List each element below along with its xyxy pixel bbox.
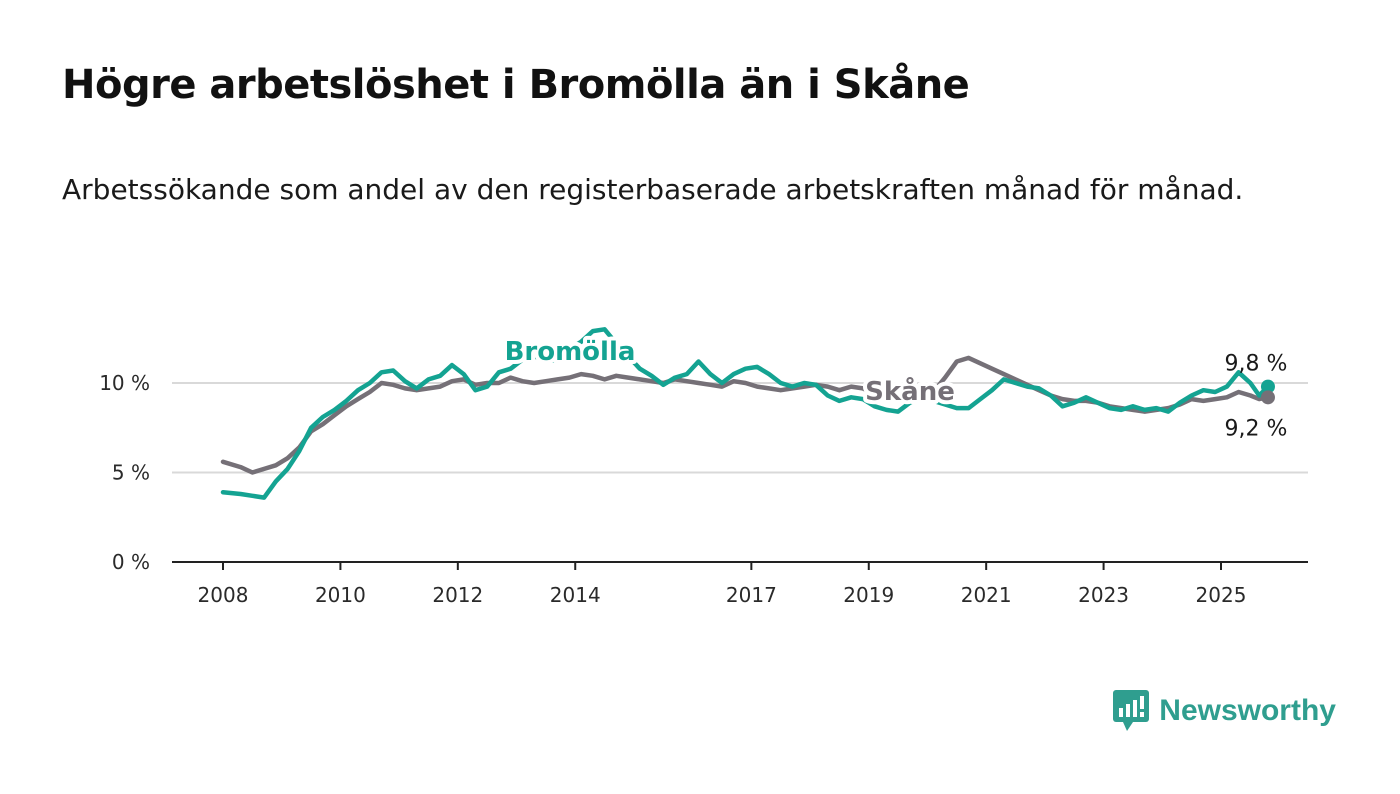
bar-chart-speech-icon: [1113, 690, 1150, 731]
y-tick-label: 5 %: [112, 461, 150, 485]
end-value-label: 9,2 %: [1225, 416, 1288, 441]
axes: 0 % 5 % 10 % 2008 2010 2012 2014 2017 2019 2021 20…: [99, 371, 1308, 607]
end-value-label: 9,8 %: [1225, 352, 1288, 377]
x-tick-label: 2023: [1078, 583, 1129, 607]
series-lines: [220, 327, 1275, 500]
x-tick-label: 2010: [315, 583, 366, 607]
series-name-bromolla: Bromölla: [505, 337, 636, 367]
gridlines: [172, 382, 1308, 474]
series-name-halo: Bromölla: [505, 337, 636, 367]
x-tick-label: 2012: [432, 583, 483, 607]
series-name-skane: Skåne: [865, 375, 955, 407]
x-tick-label: 2008: [198, 583, 249, 607]
y-tick-label: 10 %: [99, 371, 150, 395]
series-name-halo: Skåne: [865, 375, 955, 407]
brand-logo: Newsworthy: [1113, 690, 1336, 732]
brand-name: Newsworthy: [1159, 694, 1336, 727]
x-tick-label: 2021: [961, 583, 1012, 607]
series-line-bromolla: [220, 327, 1271, 500]
end-point-marker: [1260, 379, 1275, 394]
x-tick-label: 2025: [1196, 583, 1247, 607]
x-tick-label: 2019: [843, 583, 894, 607]
x-tick-label: 2014: [550, 583, 601, 607]
y-tick-label: 0 %: [112, 550, 150, 574]
page-subtitle: Arbetssökande som andel av den registerb…: [62, 173, 1244, 206]
x-tick-label: 2017: [726, 583, 777, 607]
end-point-marker: [1260, 390, 1275, 405]
page-title: Högre arbetslöshet i Bromölla än i Skåne: [62, 62, 970, 108]
